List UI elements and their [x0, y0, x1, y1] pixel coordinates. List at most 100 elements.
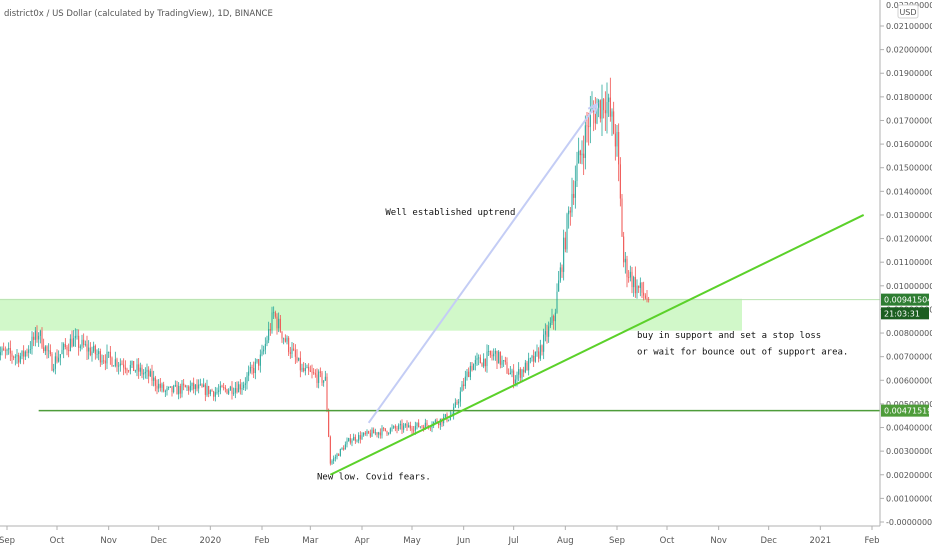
candle-down [109, 351, 111, 358]
candle-up [191, 382, 193, 386]
candle-down [618, 131, 620, 165]
candle-up [488, 351, 490, 352]
candle-down [94, 345, 96, 355]
candle-up [54, 356, 56, 369]
candle-up [558, 280, 560, 292]
candle-down [314, 373, 316, 375]
candle-down [513, 370, 515, 384]
candle-up [189, 385, 191, 391]
x-tick-label: Jun [456, 536, 470, 546]
candle-down [463, 384, 465, 387]
x-tick-label: Sep [0, 536, 15, 546]
candle-down [429, 427, 431, 429]
candle-up [356, 440, 358, 442]
candle-up [229, 386, 231, 391]
candle-down [9, 348, 11, 354]
candle-down [401, 423, 403, 430]
candle-down [208, 386, 210, 395]
candle-down [231, 386, 233, 394]
candle-down [631, 271, 633, 288]
candle-up [53, 368, 55, 371]
candle-down [406, 423, 408, 428]
candle-up [19, 356, 21, 363]
countdown-tag-bg [881, 307, 929, 320]
candle-up [29, 349, 31, 350]
candle-up [14, 356, 16, 358]
countdown-tag-text: 21:03:31 [884, 309, 920, 318]
candle-up [144, 371, 146, 374]
uptrend-arrow[interactable] [367, 103, 598, 424]
candle-up [448, 419, 450, 421]
candle-up [16, 354, 18, 357]
candle-up [554, 312, 556, 322]
candle-up [476, 357, 478, 360]
candle-up [416, 422, 418, 426]
candle-up [38, 335, 40, 340]
candle-up [21, 350, 23, 357]
candle-up [81, 339, 83, 347]
candle-up [244, 383, 246, 385]
candle-down [86, 344, 88, 352]
candle-up [164, 391, 166, 392]
candle-down [3, 348, 5, 351]
candle-up [186, 386, 188, 388]
candle-up [419, 426, 421, 428]
candle-down [68, 350, 70, 352]
candle-up [31, 336, 33, 350]
candle-down [384, 428, 386, 431]
candle-up [408, 425, 410, 428]
x-tick-label: Apr [355, 536, 370, 546]
candle-up [498, 351, 500, 364]
candle-up [576, 163, 578, 182]
candle-up [444, 414, 446, 418]
candle-down [56, 356, 58, 362]
x-tick-label: Oct [660, 536, 675, 546]
y-tick-label: 0.00800000 [886, 329, 932, 338]
support-zone [0, 298, 742, 331]
candle-down [124, 367, 126, 370]
candle-up [529, 358, 531, 359]
candle-up [74, 335, 76, 339]
x-tick-label: 2021 [810, 536, 832, 546]
candle-down [258, 359, 260, 366]
candle-down [179, 385, 181, 394]
candle-up [639, 282, 641, 288]
y-tick-label: 0.01800000 [886, 93, 932, 102]
candle-up [509, 372, 511, 375]
candle-up [93, 345, 95, 352]
candle-up [169, 386, 171, 388]
candle-up [203, 384, 205, 387]
last-price-tag[interactable]: 0.00941504 [881, 293, 932, 306]
candle-down [484, 358, 486, 367]
support-price-tag[interactable]: 0.00471519 [881, 404, 932, 417]
candle-up [378, 432, 380, 435]
candle-up [574, 181, 576, 198]
candle-down [23, 350, 25, 357]
candle-down [104, 360, 106, 364]
candle-down [236, 388, 238, 393]
candle-up [206, 386, 208, 395]
candle-down [523, 369, 525, 373]
candle-up [248, 371, 250, 376]
candle-up [568, 210, 570, 215]
uptrend-line[interactable] [329, 214, 865, 476]
candle-up [106, 351, 108, 364]
currency-badge[interactable]: USD [897, 4, 919, 19]
candle-up [139, 367, 141, 372]
candle-up [324, 376, 326, 381]
candle-down [4, 350, 6, 352]
x-tick-label: Aug [557, 536, 574, 546]
candle-down [279, 318, 281, 332]
candle-up [389, 428, 391, 434]
candle-down [46, 346, 48, 351]
countdown-tag[interactable]: 21:03:31 [881, 307, 929, 320]
candle-up [514, 379, 516, 384]
candle-down [224, 387, 226, 390]
candle-down [423, 426, 425, 430]
candle-up [149, 371, 151, 377]
candle-down [151, 371, 153, 381]
candle-down [553, 315, 555, 322]
candle-down [623, 236, 625, 263]
